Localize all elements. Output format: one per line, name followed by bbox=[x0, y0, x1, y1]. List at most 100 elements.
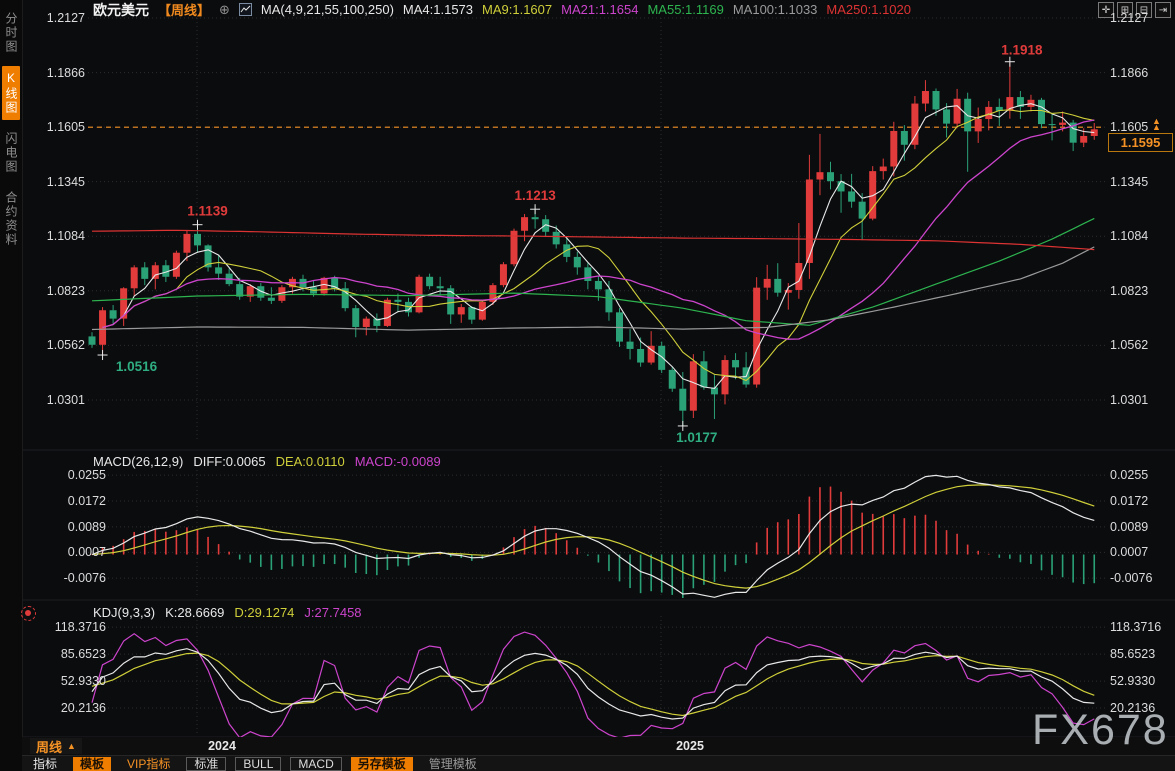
toolbar-button-7[interactable]: 管理模板 bbox=[428, 757, 477, 771]
axis-label: 0.0007 bbox=[67, 545, 106, 560]
ma-param-label: MA(4,9,21,55,100,250) bbox=[260, 2, 394, 17]
bottom-toolbar: 指标 模板 VIP指标 标准 BULL MACD 另存模板 管理模板 bbox=[22, 755, 1175, 771]
price-annotation: 1.1213 bbox=[514, 188, 556, 203]
axis-label: 1.1866 bbox=[1110, 65, 1149, 80]
kdj-j-line bbox=[91, 631, 1095, 737]
axis-label: 0.0172 bbox=[1110, 494, 1149, 508]
kdj-header: KDJ(9,3,3) K:28.6669 D:29.1274 J:27.7458 bbox=[93, 605, 372, 620]
axis-label: 0.0007 bbox=[1110, 545, 1149, 560]
axis-label: 52.9330 bbox=[60, 674, 106, 689]
axis-label: 1.1605 bbox=[46, 120, 85, 135]
ma-line-MA9 bbox=[102, 109, 1095, 382]
ma-readout: MA4:1.1573 bbox=[402, 2, 474, 17]
ma-lines-layer bbox=[91, 103, 1095, 389]
ma-readout: MA9:1.1607 bbox=[482, 2, 553, 17]
axis-label: 1.0562 bbox=[1110, 338, 1149, 353]
axis-label: 1.2127 bbox=[46, 11, 85, 25]
sidebar-item-3[interactable]: 合约资料 bbox=[4, 191, 18, 247]
axis-label: 1.1866 bbox=[46, 65, 85, 80]
year-label: 2025 bbox=[676, 739, 704, 753]
axis-label: 1.1345 bbox=[1110, 174, 1149, 189]
candles-layer bbox=[88, 61, 1098, 426]
kdj-d-line bbox=[91, 652, 1095, 717]
toolbar-button-1[interactable]: 模板 bbox=[73, 757, 112, 771]
circle-plus-icon[interactable]: ⊕ bbox=[219, 1, 230, 17]
axis-label: -0.0076 bbox=[63, 571, 106, 586]
chart-header: 欧元美元 【周线】 ⊕ MA(4,9,21,55,100,250) MA4:1.… bbox=[93, 1, 920, 19]
indicator-readout: MACD:-0.0089 bbox=[354, 454, 441, 469]
sidebar: 分时图 K线图闪电图合约资料 bbox=[0, 0, 23, 771]
indicator-readout: K:28.6669 bbox=[165, 605, 225, 620]
axis-label: 85.6523 bbox=[1110, 647, 1156, 662]
price-annotation: 1.0177 bbox=[676, 430, 717, 445]
axis-label: 20.2136 bbox=[1110, 701, 1156, 716]
price-up-arrow-icon: ▲ ▲ bbox=[1152, 116, 1161, 132]
axis-label: 0.0172 bbox=[67, 494, 106, 508]
axis-label: 1.0301 bbox=[46, 393, 85, 407]
ma-readout: MA100:1.1033 bbox=[732, 2, 818, 17]
toolbar-button-0[interactable]: 指标 bbox=[33, 757, 58, 771]
ma-readouts: MA4:1.1573 MA9:1.1607 MA21:1.1654 MA55:1.11… bbox=[403, 2, 920, 17]
sidebar-item-1[interactable]: K线图 bbox=[2, 66, 20, 120]
ma-line-MA4 bbox=[102, 103, 1095, 389]
toolbar-button-6[interactable]: 另存模板 bbox=[350, 757, 413, 771]
sidebar-item-2[interactable]: 闪电图 bbox=[4, 132, 18, 174]
axis-label: 20.2136 bbox=[60, 701, 106, 716]
toolbar-button-5[interactable]: MACD bbox=[290, 757, 342, 771]
timeframe-selector[interactable]: 周线 ▲ bbox=[30, 738, 82, 755]
axis-label: 1.0562 bbox=[46, 338, 85, 353]
sidebar-item-0[interactable]: 分时图 bbox=[4, 12, 18, 54]
axis-label: 0.0255 bbox=[67, 468, 106, 483]
kdj-title: KDJ(9,3,3) bbox=[93, 605, 156, 620]
detach-icon[interactable]: ⇥ bbox=[1155, 2, 1171, 18]
ma-line-MA250 bbox=[91, 229, 1095, 251]
ma-readout: MA250:1.1020 bbox=[826, 2, 911, 17]
macd-dea-line bbox=[91, 484, 1095, 589]
gridlines bbox=[88, 17, 1105, 734]
indicator-readout: DEA:0.0110 bbox=[275, 454, 345, 469]
last-price-badge: 1.1595 bbox=[1108, 133, 1173, 152]
toolbar-button-2[interactable]: VIP指标 bbox=[127, 757, 171, 771]
timeframe-tag: 【周线】 bbox=[158, 3, 211, 18]
kdj-k-line bbox=[91, 648, 1095, 720]
ma-line-MA55 bbox=[91, 217, 1095, 326]
price-annotation: 1.1139 bbox=[187, 204, 228, 219]
axis-scale-right-icon[interactable]: ⊟ bbox=[1136, 2, 1152, 18]
price-annotation: 1.1918 bbox=[1001, 43, 1043, 58]
record-indicator-icon bbox=[21, 606, 36, 621]
axis-label: 1.0823 bbox=[46, 283, 85, 298]
chart-style-icon[interactable] bbox=[238, 3, 252, 16]
move-icon[interactable]: ✛ bbox=[1098, 2, 1114, 18]
axis-label: 1.2127 bbox=[1110, 11, 1149, 25]
macd-diff-line bbox=[91, 474, 1095, 598]
axis-label: -0.0076 bbox=[1110, 571, 1153, 586]
macd-title: MACD(26,12,9) bbox=[93, 454, 184, 469]
kdj-layer bbox=[91, 631, 1095, 737]
axis-label: 0.0089 bbox=[1110, 519, 1149, 534]
axis-label: 1.0301 bbox=[1110, 393, 1149, 407]
indicator-readout: DIFF:0.0065 bbox=[193, 454, 266, 469]
ma-readout: MA21:1.1654 bbox=[561, 2, 639, 17]
axis-label: 1.1345 bbox=[46, 174, 85, 189]
axis-label: 0.0255 bbox=[1110, 468, 1149, 483]
annotations-layer: 1.1139 1.1213 1.1918 1.0516 1.0177 bbox=[97, 43, 1043, 445]
indicator-readout: D:29.1274 bbox=[234, 605, 295, 620]
watermark: FX678 bbox=[1032, 706, 1169, 754]
indicator-readout: J:27.7458 bbox=[304, 605, 362, 620]
price-annotation: 1.0516 bbox=[116, 359, 158, 374]
year-label: 2024 bbox=[208, 739, 236, 753]
timeframe-label: 周线 bbox=[36, 739, 63, 755]
toolbar-button-4[interactable]: BULL bbox=[235, 757, 282, 771]
ma-readout: MA55:1.1169 bbox=[647, 2, 724, 17]
symbol-name: 欧元美元 bbox=[93, 1, 149, 18]
axis-label: 1.1084 bbox=[46, 229, 85, 244]
axis-label: 1.1084 bbox=[1110, 229, 1149, 244]
timeframe-caret-icon: ▲ bbox=[67, 741, 76, 751]
kdj-readouts: K:28.6669 D:29.1274 J:27.7458 bbox=[165, 605, 371, 620]
axis-scale-left-icon[interactable]: ⊞ bbox=[1117, 2, 1133, 18]
xaxis-row: 周线 ▲ 2024 2025 bbox=[22, 737, 1175, 755]
toolbar-button-3[interactable]: 标准 bbox=[186, 757, 227, 771]
axis-label: 118.3716 bbox=[54, 620, 106, 635]
